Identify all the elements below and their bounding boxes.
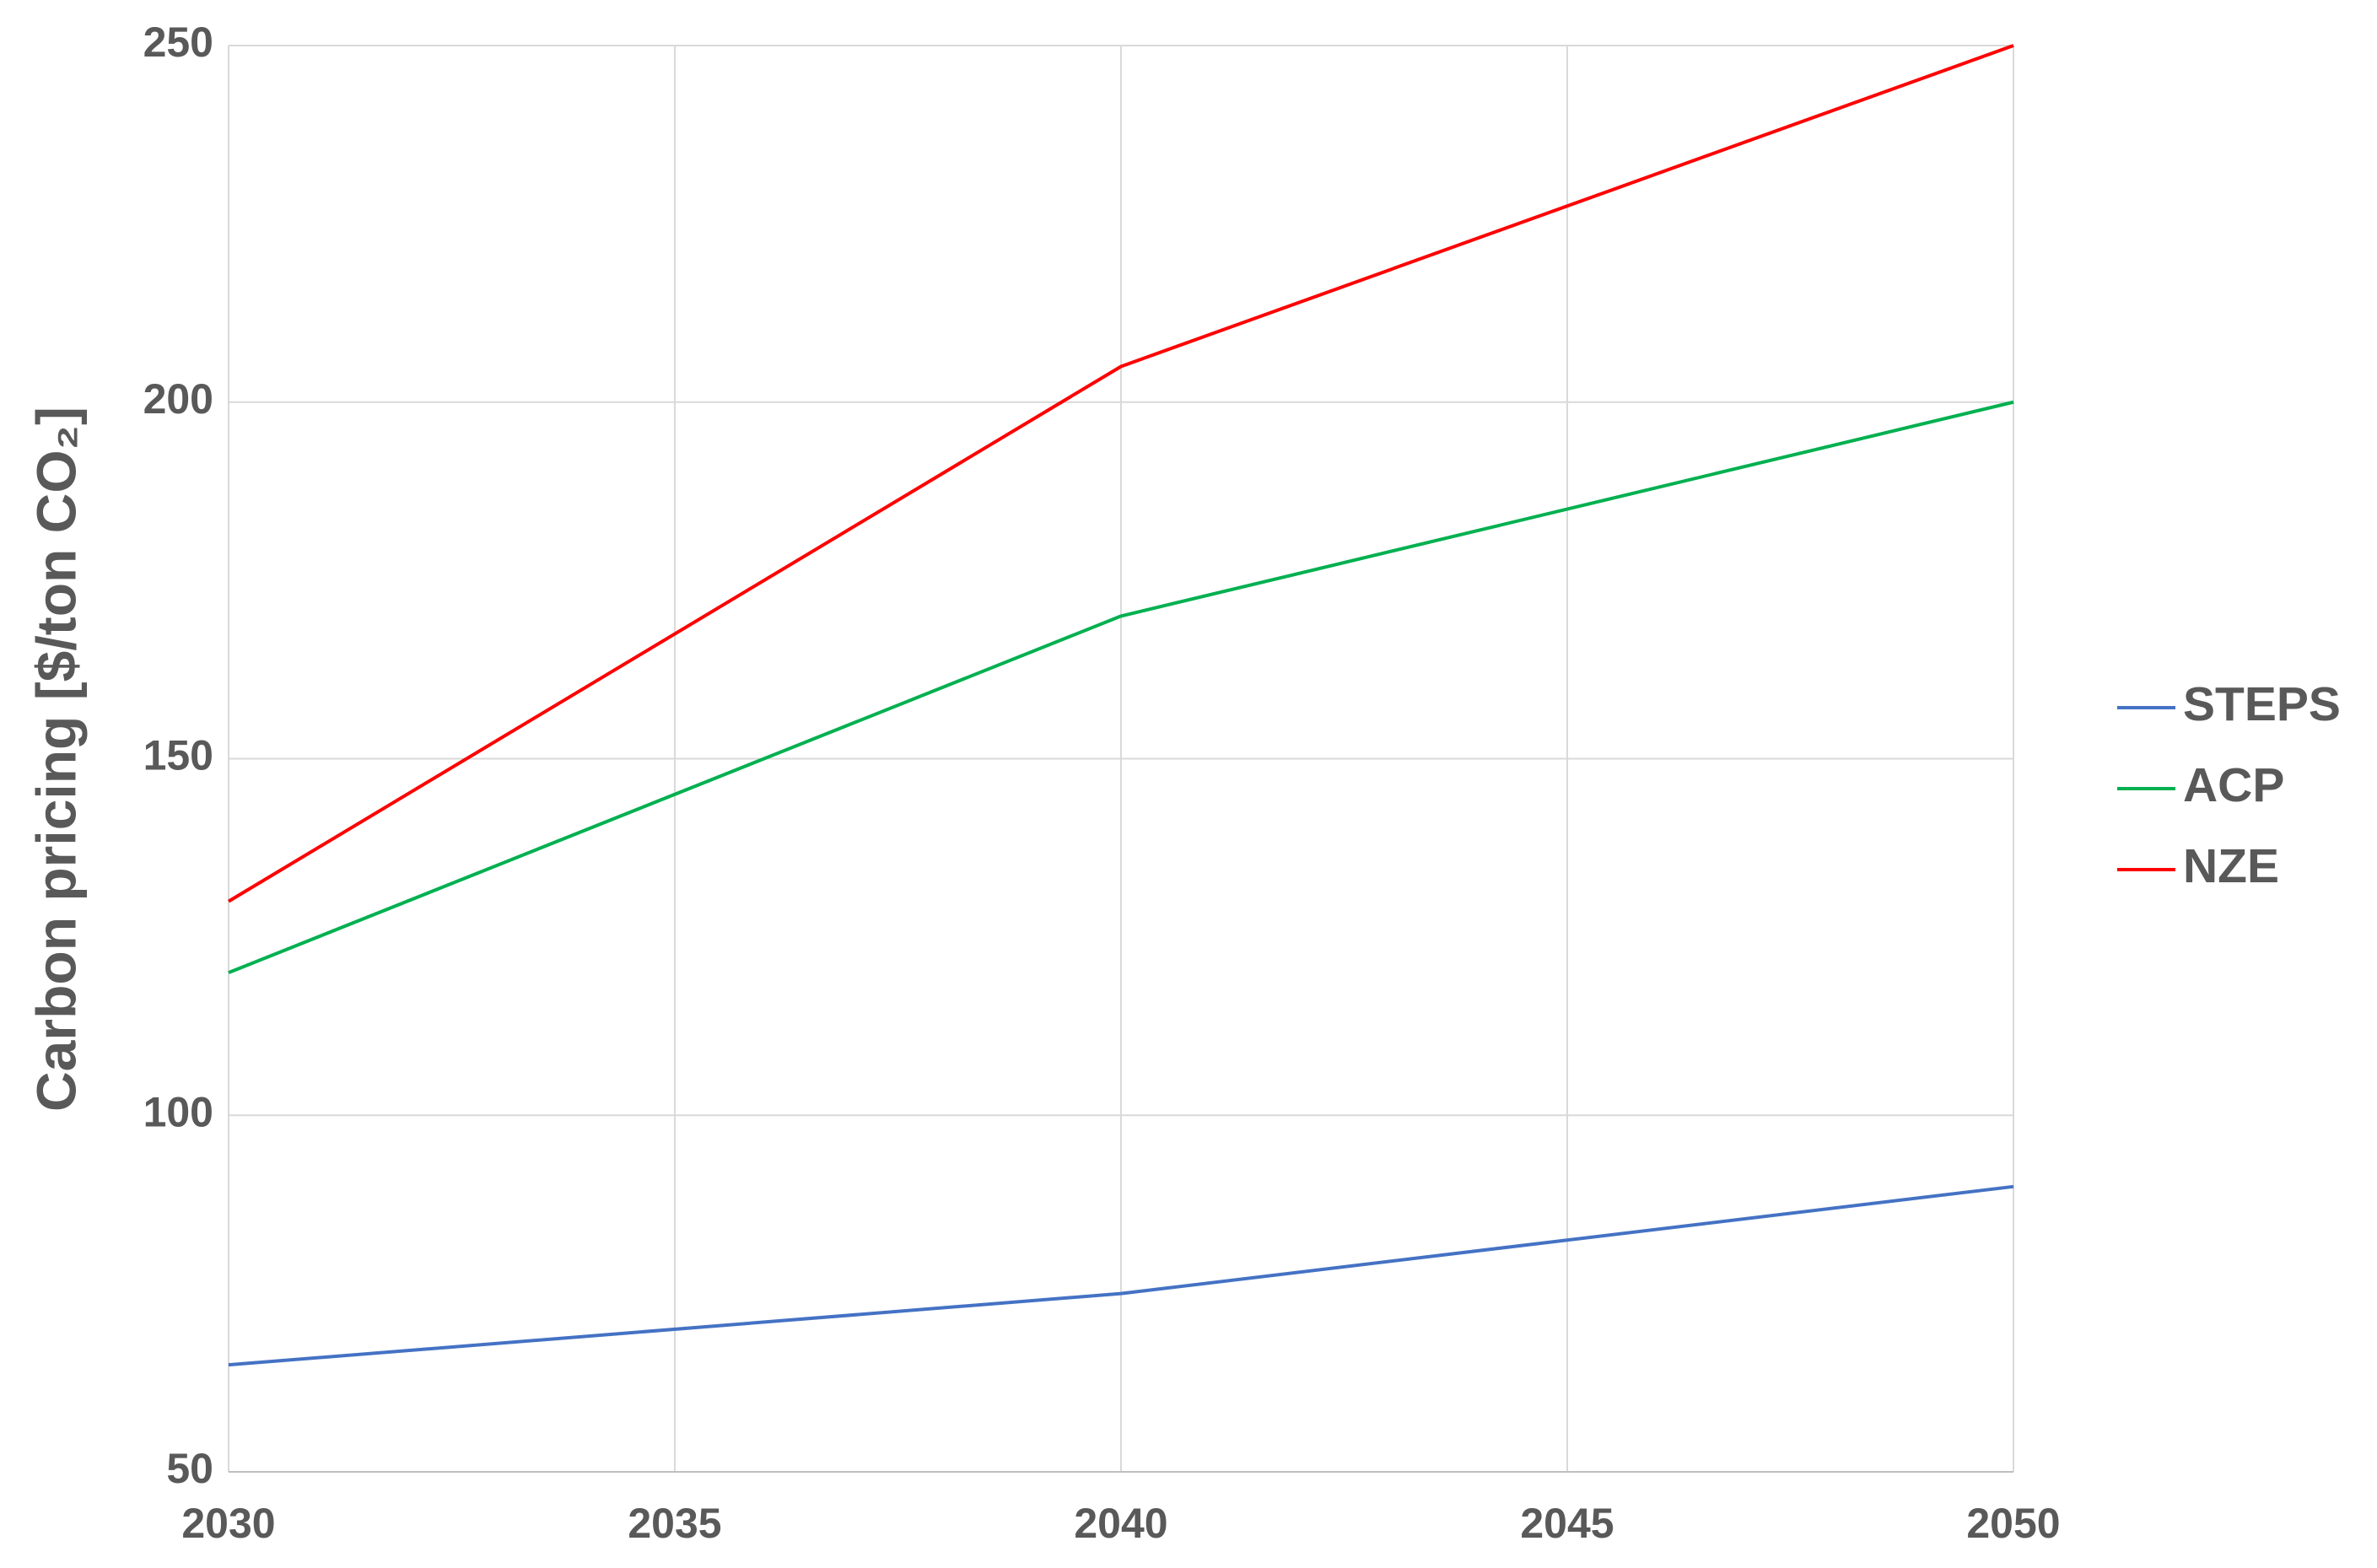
y-axis-label: Carbon pricing [$/ton CO₂] — [24, 407, 87, 1112]
series-line — [227, 44, 2014, 903]
x-tick-label: 2035 — [628, 1500, 721, 1547]
x-tick-label: 2050 — [1966, 1500, 2060, 1547]
y-tick-label: 50 — [166, 1445, 213, 1492]
legend-label: ACP — [2183, 758, 2284, 812]
x-tick-label: 2040 — [1074, 1500, 1167, 1547]
series-line — [228, 400, 2014, 975]
legend-label: NZE — [2183, 839, 2279, 893]
series-line — [228, 1184, 2014, 1367]
y-tick-label: 100 — [143, 1088, 213, 1135]
x-tick-label: 2045 — [1520, 1500, 1614, 1547]
y-tick-label: 150 — [143, 732, 213, 779]
x-tick-label: 2030 — [181, 1500, 275, 1547]
y-tick-label: 200 — [143, 375, 213, 423]
y-tick-label: 250 — [143, 19, 213, 66]
legend-label: STEPS — [2183, 677, 2341, 731]
